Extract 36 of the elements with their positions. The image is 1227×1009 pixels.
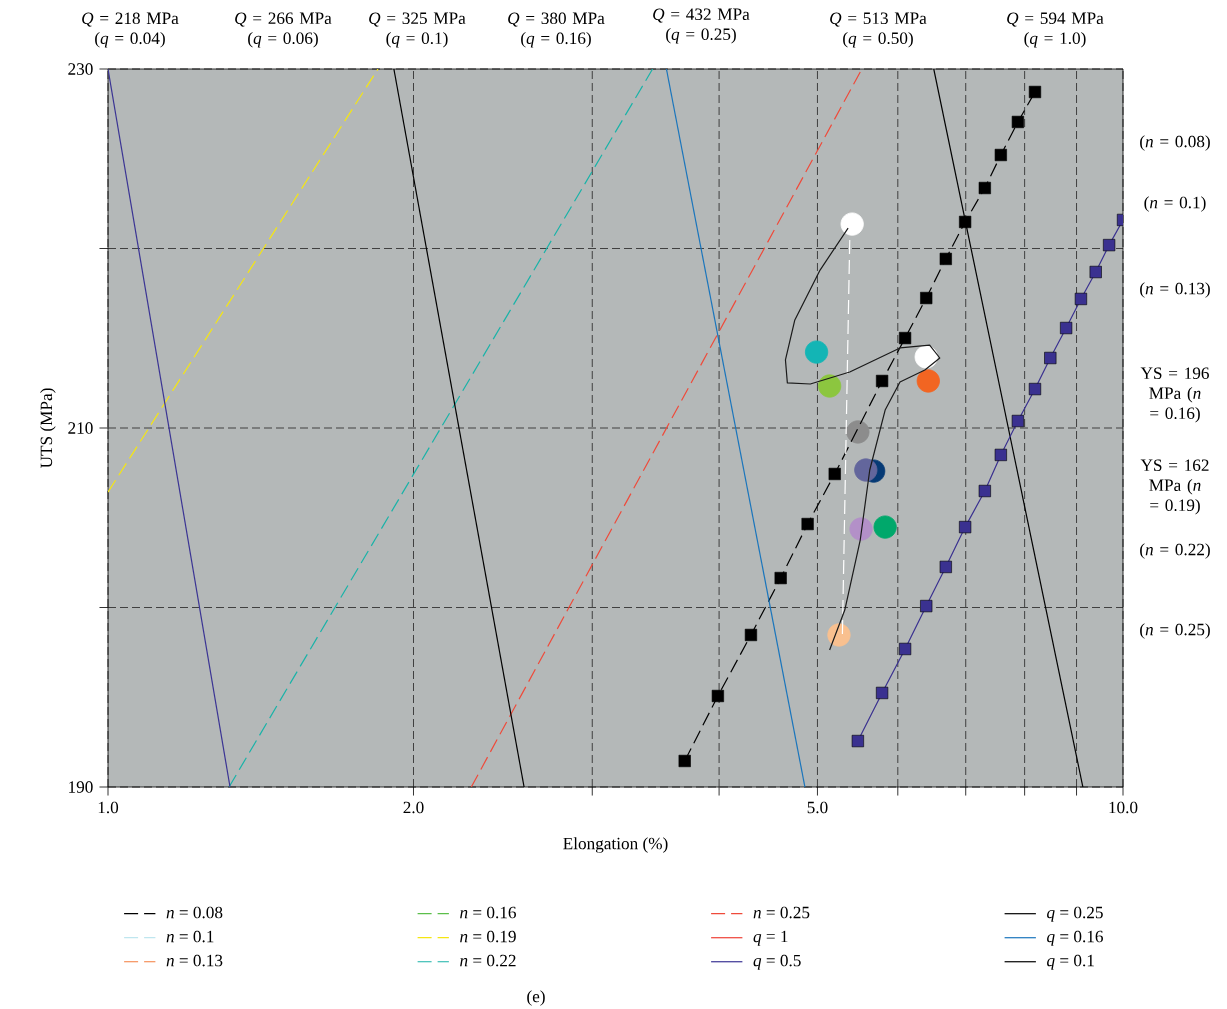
legend-label: n = 0.25 [753,906,810,919]
legend-label: n = 0.1 [166,930,214,943]
text: Q = 218 MPa (q = 0.04) [82,12,179,48]
legend-label: n = 0.13 [166,954,223,967]
legend-label: q = 1 [753,930,788,946]
legend-label: n = 0.16 [460,906,516,919]
x-tick-label: 10.0 [1109,801,1138,814]
text: (n = 0.22) [1140,543,1210,559]
legend-label: n = 0.19 [460,930,516,943]
text: Q = 266 MPa (q = 0.06) [235,12,332,48]
text: (n = 0.25) [1140,623,1210,639]
legend-label: q = 0.5 [753,954,801,970]
x-axis-title: Elongation (%) [563,837,668,853]
text: Q = 432 MPa (q = 0.25) [653,8,750,44]
legend-label: q = 0.1 [1047,954,1094,970]
x-tick-label: 2.0 [403,801,424,814]
y-tick-label: 230 [68,63,93,75]
x-tick-label: 1.0 [98,801,119,814]
y-tick-label: 190 [69,781,93,793]
y-axis-title: UTS (MPa) [40,388,56,468]
y-tick-label: 210 [68,422,93,434]
text: Q = 594 MPa (q = 1.0) [1007,12,1104,48]
text: (n = 0.1) [1144,196,1206,212]
text: (n = 0.13) [1140,282,1210,298]
text: YS = 196 MPa (n = 0.16) [1140,367,1209,423]
legend-label: q = 0.25 [1047,906,1103,922]
x-tick-label: 5.0 [807,801,828,814]
legend-label: n = 0.08 [166,906,223,919]
text: (n = 0.08) [1140,135,1210,151]
legend-label: q = 0.16 [1047,930,1103,946]
text: Q = 380 MPa (q = 0.16) [508,12,605,48]
text: YS = 162 MPa (n = 0.19) [1140,459,1209,515]
text: Q = 325 MPa (q = 0.1) [369,12,466,48]
text: (e) [527,990,545,1006]
legend-label: n = 0.22 [460,954,516,967]
text: Q = 513 MPa (q = 0.50) [830,12,927,48]
